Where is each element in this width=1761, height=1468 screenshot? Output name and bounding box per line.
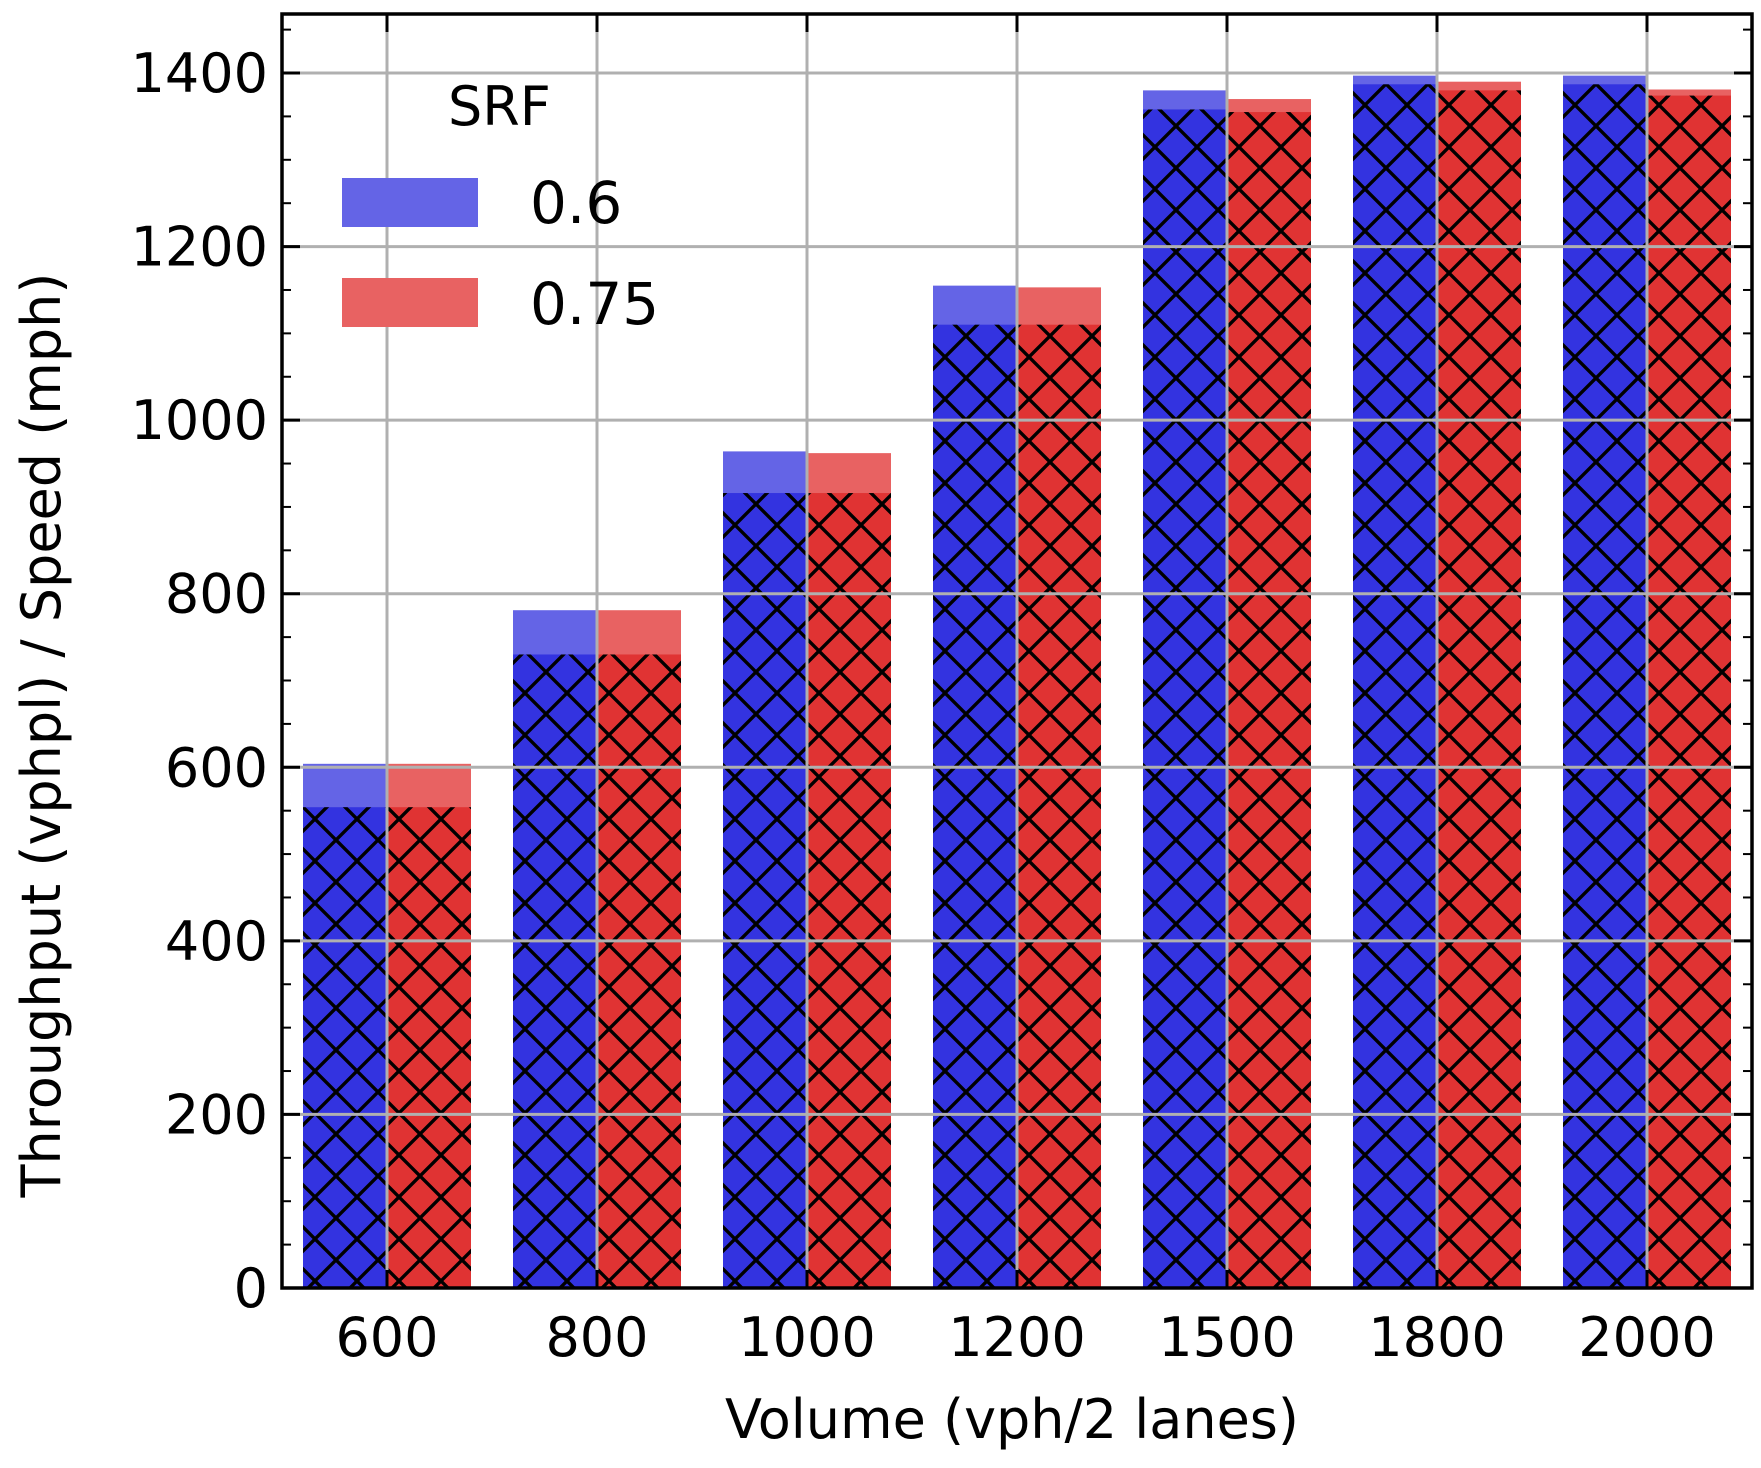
y-tick-label: 200 — [165, 1083, 268, 1146]
y-tick-label: 1400 — [131, 42, 268, 105]
y-axis-title: Throughput (vphpl) / Speed (mph) — [10, 273, 73, 1199]
bar-hatch-0.6-1500 — [1143, 109, 1227, 1288]
x-tick-label: 1800 — [1368, 1306, 1505, 1369]
x-tick-label: 800 — [545, 1306, 648, 1369]
y-tick-label: 400 — [165, 910, 268, 973]
bars-layer — [303, 75, 1731, 1289]
y-tick-label: 600 — [165, 736, 268, 799]
bar-hatch-0.75-800 — [597, 654, 681, 1288]
bar-hatch-0.6-2000 — [1563, 84, 1647, 1288]
labels-layer: Volume (vph/2 lanes) Throughput (vphpl) … — [10, 273, 1299, 1451]
bar-hatch-0.6-1200 — [933, 324, 1017, 1289]
x-tick-label: 1000 — [738, 1306, 875, 1369]
bar-hatch-0.75-1000 — [807, 493, 891, 1288]
legend-swatch-0 — [342, 178, 478, 227]
x-tick-label: 1500 — [1158, 1306, 1295, 1369]
bar-hatch-0.6-1800 — [1353, 84, 1437, 1288]
legend: SRF 0.6 0.75 — [342, 75, 659, 338]
grid-layer — [282, 14, 1752, 1288]
bar-hatch-0.75-1500 — [1227, 112, 1311, 1288]
x-tick-label: 600 — [335, 1306, 438, 1369]
bar-hatch-0.6-800 — [513, 654, 597, 1288]
y-tick-label: 0 — [234, 1257, 268, 1320]
axes-layer: 0 200 400 600 800 1000 1200 1400 600 800 1000 1200 1… — [131, 12, 1754, 1369]
legend-label-0: 0.6 — [530, 169, 622, 237]
legend-swatch-1 — [342, 278, 478, 327]
bar-hatch-0.75-600 — [387, 807, 471, 1288]
bar-hatch-0.75-2000 — [1647, 95, 1731, 1289]
bar-hatch-0.6-600 — [303, 807, 387, 1288]
y-tick-label: 1000 — [131, 389, 268, 452]
x-axis-title: Volume (vph/2 lanes) — [725, 1388, 1299, 1451]
y-tick-label: 800 — [165, 563, 268, 626]
bar-hatch-0.75-1800 — [1437, 90, 1521, 1288]
bar-hatch-0.6-1000 — [723, 493, 807, 1288]
legend-label-1: 0.75 — [530, 270, 659, 338]
y-tick-label: 1200 — [131, 216, 268, 279]
bar-hatch-0.75-1200 — [1017, 324, 1101, 1289]
x-tick-label: 2000 — [1578, 1306, 1715, 1369]
x-tick-label: 1200 — [948, 1306, 1085, 1369]
legend-title: SRF — [448, 75, 551, 138]
